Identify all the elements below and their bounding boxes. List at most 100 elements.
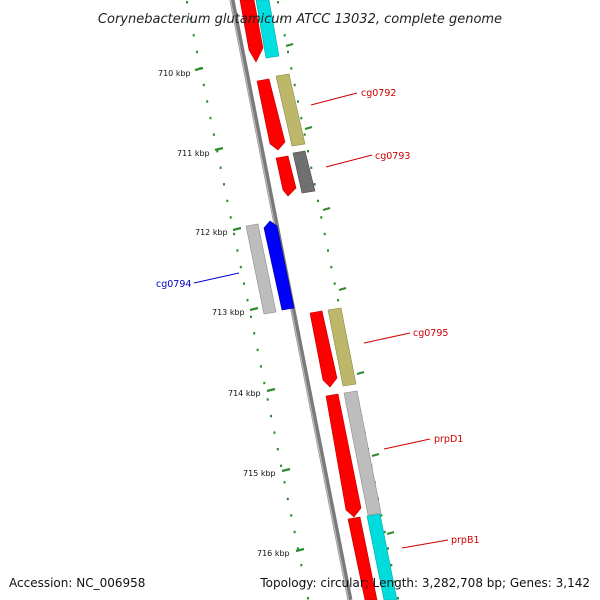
tick-mark bbox=[266, 387, 276, 393]
tick-label: 711 kbp bbox=[177, 149, 210, 158]
guide-dot bbox=[383, 530, 386, 534]
cds-cg0795-red[interactable] bbox=[309, 310, 338, 388]
cds-prpB1-red[interactable] bbox=[347, 516, 378, 600]
guide-dot bbox=[243, 282, 246, 285]
guide-dot bbox=[256, 348, 259, 352]
guide-dot bbox=[310, 166, 313, 169]
tick-mark bbox=[386, 530, 395, 536]
guide-dot bbox=[390, 563, 393, 567]
guide-dot bbox=[333, 282, 336, 285]
guide-dot bbox=[253, 332, 256, 335]
guide-dot bbox=[196, 50, 199, 54]
guide-dot bbox=[313, 183, 316, 186]
leader-line-cg0793 bbox=[325, 154, 373, 168]
tick-mark bbox=[304, 125, 313, 131]
tick-mark bbox=[194, 66, 204, 72]
guide-dot bbox=[263, 381, 266, 385]
guide-dot bbox=[300, 563, 303, 567]
guide-dot bbox=[259, 365, 262, 368]
feature-cg0795-tan[interactable] bbox=[327, 307, 357, 387]
leader-line-cg0795 bbox=[363, 332, 411, 344]
guide-dot bbox=[246, 299, 249, 302]
guide-dot bbox=[293, 530, 296, 534]
gene-label-prpD1[interactable]: prpD1 bbox=[434, 434, 463, 445]
inner-dotted-guide bbox=[186, 1, 309, 600]
guide-dot bbox=[387, 547, 389, 550]
guide-dot bbox=[189, 17, 192, 20]
feature-top-cyan[interactable] bbox=[255, 0, 280, 59]
guide-dot bbox=[229, 216, 232, 219]
guide-dot bbox=[380, 514, 383, 517]
guide-dot bbox=[393, 580, 396, 583]
gene-label-prpB1[interactable]: prpB1 bbox=[451, 535, 480, 546]
guide-dot bbox=[307, 150, 309, 153]
genome-summary-text: Topology: circular; Length: 3,282,708 bp… bbox=[260, 576, 590, 590]
guide-dot bbox=[249, 315, 252, 318]
guide-dot bbox=[212, 133, 215, 136]
leader-line-cg0794 bbox=[193, 272, 240, 284]
tick-mark bbox=[295, 547, 305, 553]
guide-dot bbox=[186, 1, 188, 4]
guide-dot bbox=[280, 17, 283, 20]
tick-mark bbox=[281, 467, 291, 473]
cds-cg0792-red[interactable] bbox=[256, 78, 286, 151]
tick-label: 714 kbp bbox=[228, 389, 261, 398]
guide-dot bbox=[337, 299, 339, 302]
tick-label: 715 kbp bbox=[243, 469, 276, 478]
gene-label-cg0793[interactable]: cg0793 bbox=[375, 151, 410, 162]
tick-label: 716 kbp bbox=[257, 549, 290, 558]
cds-prpD1-red[interactable] bbox=[325, 393, 362, 518]
feature-prpD1-gray[interactable] bbox=[343, 390, 382, 516]
tick-label: 712 kbp bbox=[195, 228, 228, 237]
cds-top-red[interactable] bbox=[239, 0, 264, 63]
guide-dot bbox=[300, 116, 303, 120]
guide-dot bbox=[283, 481, 286, 484]
guide-dot bbox=[323, 232, 326, 236]
tick-labels: 710 kbp 711 kbp 712 kbp 713 kbp 714 kbp … bbox=[158, 69, 290, 558]
tick-mark bbox=[285, 42, 294, 48]
guide-dot bbox=[303, 133, 306, 136]
accession-text: Accession: NC_006958 bbox=[9, 576, 146, 590]
guide-dot bbox=[236, 249, 239, 252]
feature-track bbox=[239, 0, 398, 600]
tick-mark bbox=[232, 226, 242, 232]
guide-dot bbox=[233, 232, 236, 236]
gene-label-cg0795[interactable]: cg0795 bbox=[413, 328, 448, 339]
guide-dot bbox=[276, 448, 279, 451]
guide-dot bbox=[206, 100, 209, 103]
map-title: Corynebacterium glutamicum ATCC 13032, c… bbox=[98, 12, 502, 27]
cds-cg0793-red[interactable] bbox=[275, 155, 297, 197]
feature-prpB1-cyan[interactable] bbox=[366, 513, 398, 600]
guide-dot bbox=[283, 34, 286, 37]
feature-cg0792-tan[interactable] bbox=[275, 73, 306, 147]
guide-dot bbox=[219, 166, 222, 169]
guide-dot bbox=[303, 580, 306, 583]
guide-dot bbox=[293, 83, 296, 87]
tick-mark bbox=[338, 286, 347, 292]
guide-dot bbox=[270, 414, 272, 418]
gene-label-cg0792[interactable]: cg0792 bbox=[361, 88, 396, 99]
guide-dot bbox=[297, 100, 299, 103]
guide-dot bbox=[202, 83, 205, 87]
tick-label: 710 kbp bbox=[158, 69, 191, 78]
guide-dot bbox=[307, 597, 309, 600]
gene-label-cg0794[interactable]: cg0794 bbox=[156, 279, 191, 290]
leader-line-cg0792 bbox=[310, 92, 358, 106]
gene-labels: cg0792 cg0793 cg0794 cg0795 prpD1 prpB1 bbox=[156, 88, 480, 546]
tick-mark bbox=[371, 452, 380, 458]
guide-dot bbox=[223, 183, 225, 186]
guide-dot bbox=[277, 1, 279, 4]
tick-mark bbox=[214, 146, 224, 152]
guide-dot bbox=[216, 150, 219, 153]
cds-cg0794-blue[interactable] bbox=[263, 220, 295, 311]
guide-dot bbox=[287, 50, 289, 54]
guide-dot bbox=[397, 597, 399, 600]
leader-line-prpD1 bbox=[383, 438, 431, 450]
guide-dot bbox=[226, 199, 229, 203]
guide-dot bbox=[320, 216, 323, 219]
leader-line-prpB1 bbox=[401, 539, 449, 549]
feature-cg0794-gray[interactable] bbox=[245, 223, 277, 315]
feature-cg0793-dark[interactable] bbox=[292, 150, 316, 194]
guide-dot bbox=[327, 249, 329, 252]
